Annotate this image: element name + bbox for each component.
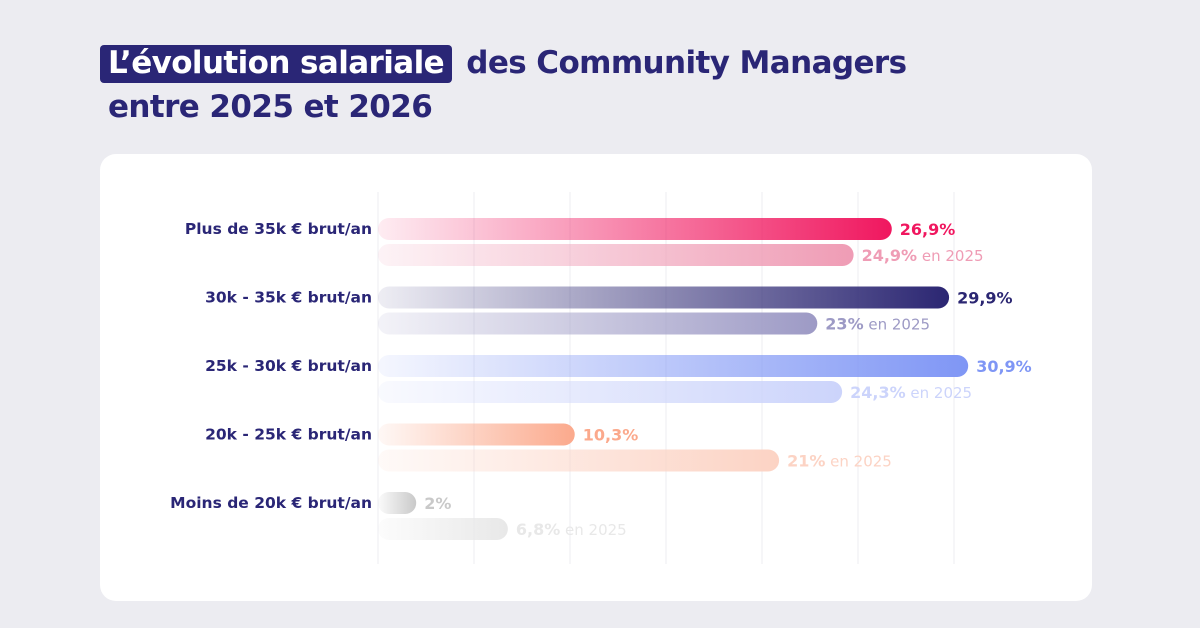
title-highlight: L’évolution salariale [100,45,453,83]
value-label-current: 2% [424,494,451,513]
value-label-current: 26,9% [900,220,956,239]
category-label: 20k - 25k € brut/an [205,426,372,444]
bar-2025 [378,244,854,266]
value-label-current: 29,9% [957,289,1013,308]
category-label: Moins de 20k € brut/an [170,494,372,512]
value-label-2025: 24,3% en 2025 [850,383,972,402]
category-label: 25k - 30k € brut/an [205,357,372,375]
chart-card: Plus de 35k € brut/an 26,9% 24,9% en 2025 3… [100,154,1092,601]
bar-2025 [378,518,508,540]
value-label-2025: 24,9% en 2025 [862,246,984,265]
bar-current [378,286,950,309]
value-label-2025: 6,8% en 2025 [516,520,627,539]
bar-current [378,492,417,514]
bar-chart: Plus de 35k € brut/an 26,9% 24,9% en 2025 3… [170,192,1032,564]
title-line2: entre 2025 et 2026 [108,89,433,125]
category-label: 30k - 35k € brut/an [205,289,372,307]
value-label-2025: 23% en 2025 [825,315,930,334]
bar-current [378,355,969,377]
page-title: L’évolution salariale des Community Mana… [100,38,907,132]
bar-2025 [378,312,818,335]
title-rest: des Community Managers [466,45,907,81]
bar-2025 [378,381,843,403]
bar-current [378,423,575,446]
value-label-current: 30,9% [976,357,1032,376]
value-label-2025: 21% en 2025 [787,452,892,471]
category-label: Plus de 35k € brut/an [185,220,372,238]
bar-2025 [378,449,780,472]
value-label-current: 10,3% [583,426,639,445]
bar-current [378,218,892,240]
